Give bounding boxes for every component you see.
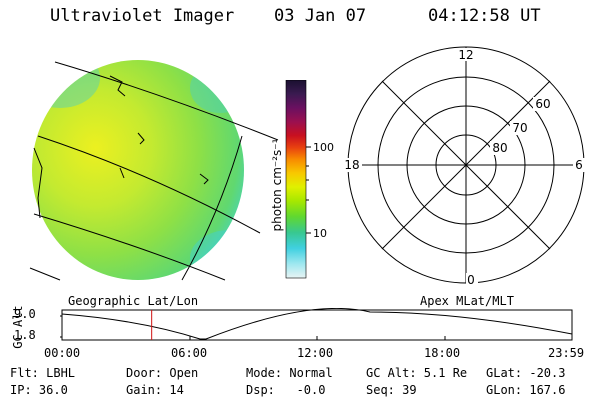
- glat-status: GLat: -20.3: [486, 366, 566, 380]
- earth-uv-image: [29, 60, 279, 281]
- gc-alt-tick-min: 1.8: [14, 328, 36, 342]
- ip-status: IP: 36.0: [10, 383, 68, 397]
- door-status: Door: Open: [126, 366, 199, 380]
- colorbar-unit-label: photon cm⁻²s⁻¹: [270, 138, 284, 232]
- mlt-label-0: 0: [467, 273, 475, 287]
- imager-title: Ultraviolet Imager: [50, 6, 235, 26]
- colorbar-tick-10: 10: [313, 227, 327, 240]
- filter-status: Flt: LBHL: [10, 366, 76, 380]
- time-tick-1800: 18:00: [424, 346, 461, 360]
- sequence-status: Seq: 39: [366, 383, 417, 397]
- mlt-label-6: 6: [575, 158, 583, 172]
- time-tick-1200: 12:00: [297, 346, 334, 360]
- apex-mlat-mlt-label: Apex MLat/MLT: [420, 294, 514, 308]
- colorbar-gradient: [285, 80, 307, 279]
- observation-date: 03 Jan 07: [274, 6, 367, 26]
- mlt-label-12: 12: [458, 48, 473, 62]
- mode-status: Mode: Normal: [246, 366, 333, 380]
- timeline-frame: [61, 309, 573, 341]
- colorbar-tick-100: 100: [313, 141, 334, 154]
- gc-alt-tick-max: 9.0: [14, 307, 36, 321]
- lat-label-60: 60: [535, 97, 550, 111]
- time-tick-0000: 00:00: [44, 346, 81, 360]
- lat-label-70: 70: [512, 121, 527, 135]
- dsp-status: Dsp: -0.0: [246, 383, 326, 397]
- intensity-colorbar: 100 10: [285, 80, 334, 279]
- geographic-grid: [29, 61, 279, 281]
- gain-status: Gain: 14: [126, 383, 184, 397]
- glon-status: GLon: 167.6: [486, 383, 566, 397]
- altitude-timeline: [60, 308, 573, 341]
- time-tick-0600: 06:00: [171, 346, 208, 360]
- polar-mlat-mlt-plot: 12 18 6 0 60 70 80: [342, 46, 585, 287]
- geographic-latlon-label: Geographic Lat/Lon: [68, 294, 199, 308]
- altitude-curve: [61, 308, 573, 340]
- time-tick-2359: 23:59: [548, 346, 585, 360]
- observation-time: 04:12:58 UT: [428, 6, 541, 26]
- gc-alt-status: GC Alt: 5.1 Re: [366, 366, 468, 380]
- lat-label-80: 80: [492, 141, 507, 155]
- mlt-label-18: 18: [344, 158, 359, 172]
- earth-disk: [32, 60, 244, 280]
